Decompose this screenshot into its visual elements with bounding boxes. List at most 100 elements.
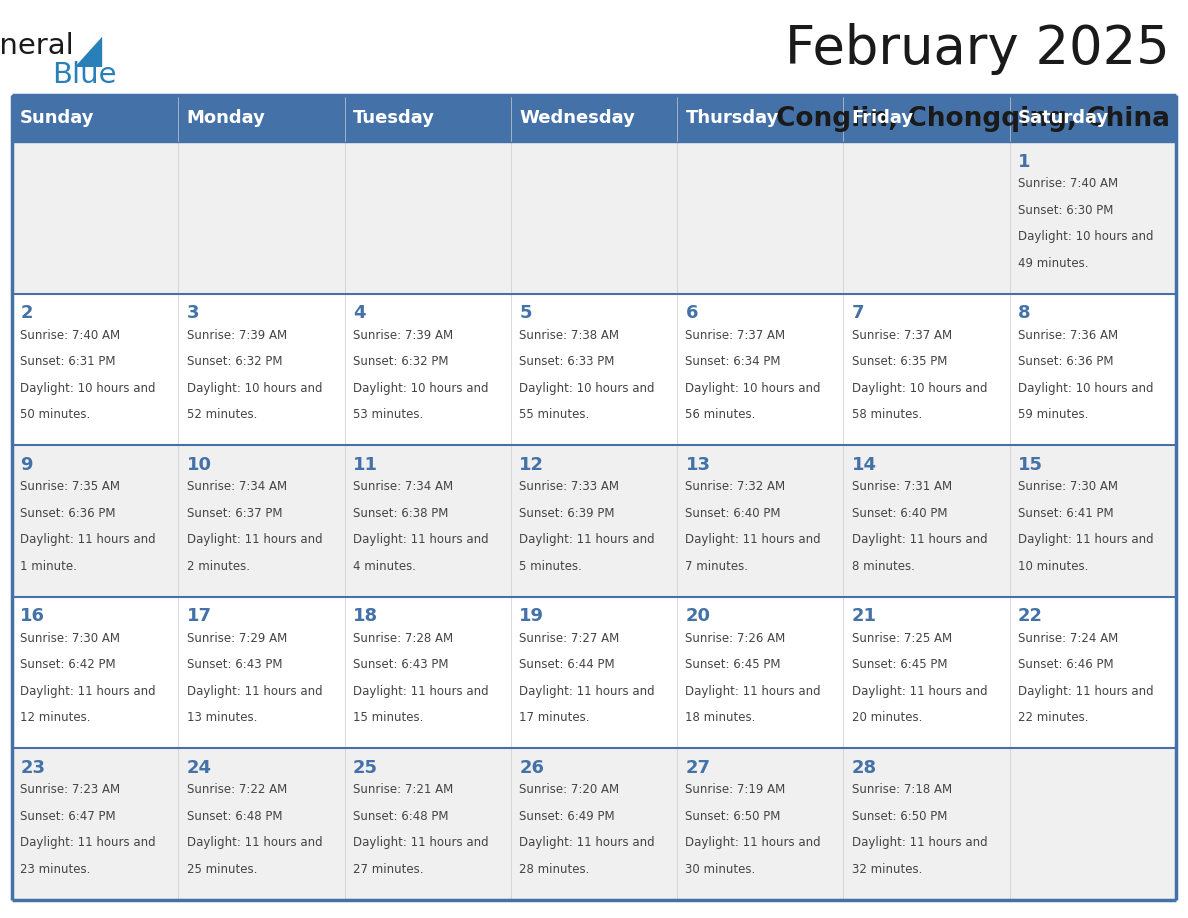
Bar (677, 748, 843, 900)
Text: Daylight: 11 hours and: Daylight: 11 hours and (353, 836, 488, 849)
Text: Daylight: 11 hours and: Daylight: 11 hours and (187, 685, 322, 698)
Text: Sunrise: 7:27 AM: Sunrise: 7:27 AM (519, 632, 619, 644)
Text: 28: 28 (852, 759, 877, 777)
Text: 1: 1 (1018, 153, 1031, 171)
Text: 7: 7 (852, 305, 865, 322)
Text: Sunrise: 7:37 AM: Sunrise: 7:37 AM (852, 329, 952, 341)
Text: Sunrise: 7:35 AM: Sunrise: 7:35 AM (20, 480, 120, 493)
Text: 23 minutes.: 23 minutes. (20, 863, 90, 876)
Bar (843, 445, 1010, 597)
Bar (178, 748, 345, 900)
Text: Thursday: Thursday (685, 109, 779, 128)
Text: 49 minutes.: 49 minutes. (1018, 257, 1088, 270)
Text: 27 minutes.: 27 minutes. (353, 863, 423, 876)
Text: 10: 10 (187, 456, 211, 474)
Text: Sunset: 6:31 PM: Sunset: 6:31 PM (20, 355, 115, 368)
Text: Sunset: 6:35 PM: Sunset: 6:35 PM (852, 355, 947, 368)
Text: Sunrise: 7:34 AM: Sunrise: 7:34 AM (353, 480, 453, 493)
Text: Sunset: 6:50 PM: Sunset: 6:50 PM (685, 810, 781, 823)
Text: Daylight: 11 hours and: Daylight: 11 hours and (519, 836, 655, 849)
Text: Sunset: 6:36 PM: Sunset: 6:36 PM (20, 507, 115, 520)
Bar (345, 142, 511, 294)
Text: Sunset: 6:41 PM: Sunset: 6:41 PM (1018, 507, 1113, 520)
Text: Daylight: 11 hours and: Daylight: 11 hours and (519, 685, 655, 698)
Text: Daylight: 11 hours and: Daylight: 11 hours and (20, 836, 156, 849)
Text: Friday: Friday (852, 109, 914, 128)
Bar (511, 142, 677, 294)
Text: 9: 9 (20, 456, 33, 474)
Text: 13 minutes.: 13 minutes. (187, 711, 257, 724)
Text: Blue: Blue (52, 61, 116, 89)
Bar (511, 95, 677, 142)
Text: Sunset: 6:38 PM: Sunset: 6:38 PM (353, 507, 448, 520)
Text: Sunrise: 7:22 AM: Sunrise: 7:22 AM (187, 783, 286, 796)
Bar (12, 597, 178, 748)
Text: Sunset: 6:32 PM: Sunset: 6:32 PM (187, 355, 282, 368)
Text: Sunset: 6:44 PM: Sunset: 6:44 PM (519, 658, 614, 671)
Text: Sunrise: 7:28 AM: Sunrise: 7:28 AM (353, 632, 453, 644)
Text: Sunset: 6:32 PM: Sunset: 6:32 PM (353, 355, 448, 368)
Bar (345, 294, 511, 445)
Text: Sunrise: 7:25 AM: Sunrise: 7:25 AM (852, 632, 952, 644)
Bar (12, 748, 178, 900)
Text: 12 minutes.: 12 minutes. (20, 711, 90, 724)
Text: Sunrise: 7:30 AM: Sunrise: 7:30 AM (20, 632, 120, 644)
Text: Sunrise: 7:36 AM: Sunrise: 7:36 AM (1018, 329, 1118, 341)
Text: 15 minutes.: 15 minutes. (353, 711, 423, 724)
Bar (178, 142, 345, 294)
Text: Daylight: 11 hours and: Daylight: 11 hours and (20, 533, 156, 546)
Text: 6: 6 (685, 305, 699, 322)
Text: Sunset: 6:36 PM: Sunset: 6:36 PM (1018, 355, 1113, 368)
Text: 25: 25 (353, 759, 378, 777)
Text: Sunrise: 7:29 AM: Sunrise: 7:29 AM (187, 632, 286, 644)
Bar (677, 142, 843, 294)
Text: 11: 11 (353, 456, 378, 474)
Bar (12, 95, 178, 142)
Text: Sunrise: 7:20 AM: Sunrise: 7:20 AM (519, 783, 619, 796)
Text: Daylight: 11 hours and: Daylight: 11 hours and (852, 533, 987, 546)
Text: Sunrise: 7:19 AM: Sunrise: 7:19 AM (685, 783, 785, 796)
Text: 58 minutes.: 58 minutes. (852, 409, 922, 421)
Text: 2: 2 (20, 305, 33, 322)
Text: 4: 4 (353, 305, 366, 322)
Bar (843, 142, 1010, 294)
Text: Sunday: Sunday (20, 109, 95, 128)
Text: Daylight: 11 hours and: Daylight: 11 hours and (685, 533, 821, 546)
Text: Sunset: 6:43 PM: Sunset: 6:43 PM (187, 658, 282, 671)
Text: Daylight: 11 hours and: Daylight: 11 hours and (685, 685, 821, 698)
Text: Conglin, Chongqing, China: Conglin, Chongqing, China (776, 106, 1170, 131)
Text: Sunset: 6:47 PM: Sunset: 6:47 PM (20, 810, 115, 823)
Text: 2 minutes.: 2 minutes. (187, 560, 249, 573)
Text: Sunset: 6:39 PM: Sunset: 6:39 PM (519, 507, 614, 520)
Text: Sunrise: 7:40 AM: Sunrise: 7:40 AM (1018, 177, 1118, 190)
Text: Sunrise: 7:39 AM: Sunrise: 7:39 AM (353, 329, 453, 341)
Text: Sunrise: 7:18 AM: Sunrise: 7:18 AM (852, 783, 952, 796)
Bar (1010, 142, 1176, 294)
Text: 7 minutes.: 7 minutes. (685, 560, 748, 573)
Text: 13: 13 (685, 456, 710, 474)
Text: Sunset: 6:34 PM: Sunset: 6:34 PM (685, 355, 781, 368)
Text: Sunset: 6:37 PM: Sunset: 6:37 PM (187, 507, 282, 520)
Text: 14: 14 (852, 456, 877, 474)
Text: 10 minutes.: 10 minutes. (1018, 560, 1088, 573)
Text: Sunset: 6:48 PM: Sunset: 6:48 PM (187, 810, 282, 823)
Text: 24: 24 (187, 759, 211, 777)
Text: 22: 22 (1018, 608, 1043, 625)
Text: Sunset: 6:43 PM: Sunset: 6:43 PM (353, 658, 448, 671)
Text: Sunrise: 7:38 AM: Sunrise: 7:38 AM (519, 329, 619, 341)
Text: Sunset: 6:45 PM: Sunset: 6:45 PM (685, 658, 781, 671)
Text: 5 minutes.: 5 minutes. (519, 560, 582, 573)
Bar (1010, 748, 1176, 900)
Text: Sunrise: 7:33 AM: Sunrise: 7:33 AM (519, 480, 619, 493)
Text: 19: 19 (519, 608, 544, 625)
Text: Wednesday: Wednesday (519, 109, 636, 128)
Text: February 2025: February 2025 (785, 23, 1170, 75)
Text: Sunrise: 7:24 AM: Sunrise: 7:24 AM (1018, 632, 1118, 644)
Text: 17: 17 (187, 608, 211, 625)
Bar (677, 294, 843, 445)
Text: Daylight: 10 hours and: Daylight: 10 hours and (519, 382, 655, 395)
Text: 30 minutes.: 30 minutes. (685, 863, 756, 876)
Text: Daylight: 11 hours and: Daylight: 11 hours and (187, 533, 322, 546)
Text: Daylight: 11 hours and: Daylight: 11 hours and (353, 533, 488, 546)
Text: 12: 12 (519, 456, 544, 474)
